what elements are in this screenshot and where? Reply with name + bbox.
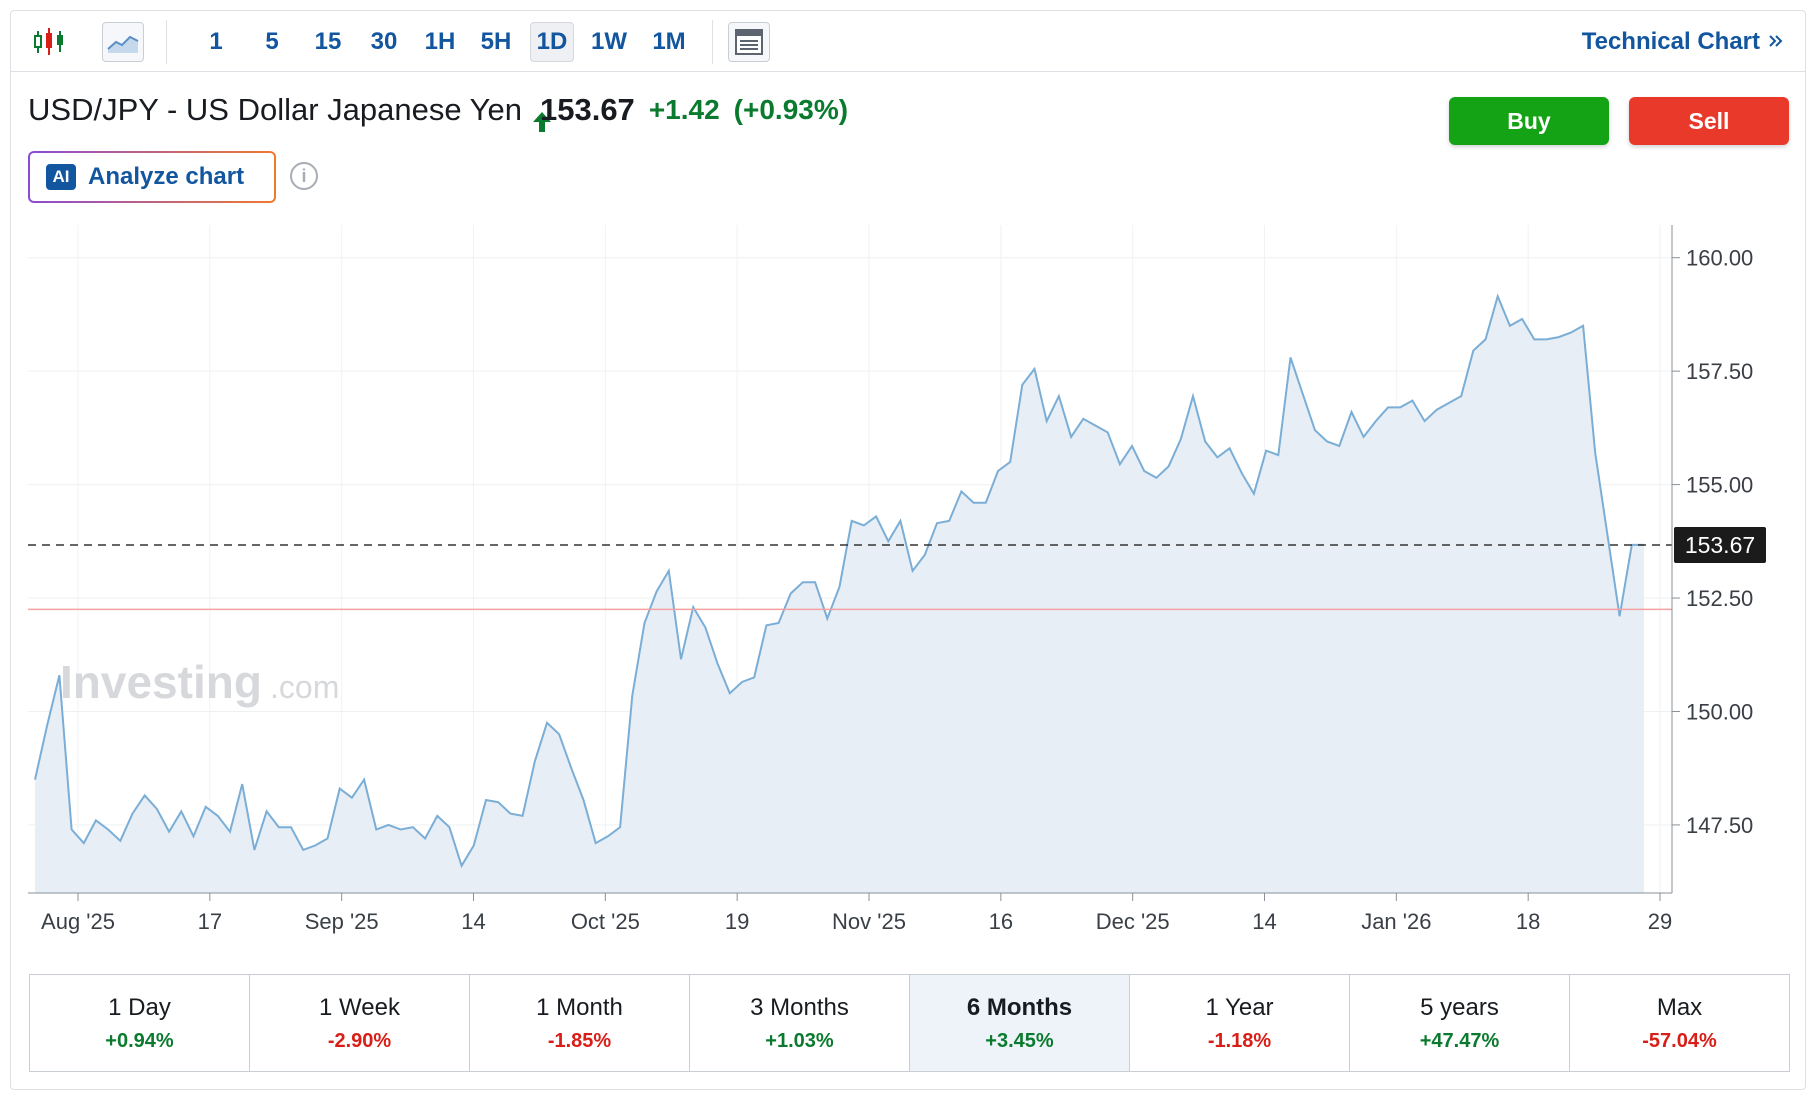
y-tick-label: 152.50 <box>1686 586 1753 611</box>
period-change: -2.90% <box>327 1029 392 1052</box>
x-tick-label: 29 <box>1648 909 1672 934</box>
period-label: 1 Day <box>108 993 171 1021</box>
x-tick-label: Nov '25 <box>832 909 906 934</box>
price-change: +1.42 <box>648 94 720 125</box>
period-1-month[interactable]: 1 Month -1.85% <box>470 975 690 1071</box>
period-change: -1.85% <box>547 1029 612 1052</box>
interval-1m[interactable]: 1M <box>652 28 686 55</box>
period-change: -57.04% <box>1642 1029 1717 1052</box>
interval-5h[interactable]: 5H <box>480 28 512 55</box>
instrument-header: USD/JPY - US Dollar Japanese Yen 153.67 … <box>28 92 849 132</box>
interval-1h[interactable]: 1H <box>424 28 456 55</box>
interval-1w[interactable]: 1W <box>591 28 627 55</box>
ai-badge-icon: AI <box>46 164 76 190</box>
period-label: 1 Year <box>1205 993 1274 1021</box>
chart-toolbar: 1 5 15 30 1H 5H 1D 1W 1M Technical Chart <box>10 10 1806 72</box>
line-chart-icon[interactable] <box>102 22 144 62</box>
period-label: 3 Months <box>750 993 849 1021</box>
x-tick-label: Jan '26 <box>1361 909 1431 934</box>
double-chevron-right-icon <box>1768 28 1784 56</box>
toolbar-divider <box>166 20 167 64</box>
period-max[interactable]: Max -57.04% <box>1570 975 1789 1071</box>
x-tick-label: 18 <box>1516 909 1540 934</box>
layout-icon[interactable] <box>728 22 770 62</box>
y-tick-label: 155.00 <box>1686 473 1753 498</box>
current-price-tag-text: 153.67 <box>1685 532 1755 558</box>
info-icon[interactable]: i <box>290 162 318 190</box>
widget-frame <box>10 10 1806 1090</box>
watermark-suffix: .com <box>270 669 339 705</box>
toolbar-divider <box>712 20 713 64</box>
x-tick-label: 16 <box>989 909 1013 934</box>
x-tick-label: Sep '25 <box>305 909 379 934</box>
x-tick-label: 17 <box>198 909 222 934</box>
technical-chart-label: Technical Chart <box>1581 28 1760 55</box>
interval-30[interactable]: 30 <box>370 28 398 55</box>
period-change: +47.47% <box>1419 1029 1500 1052</box>
period-change: +3.45% <box>985 1029 1054 1052</box>
y-tick-label: 160.00 <box>1686 246 1753 271</box>
period-change: +1.03% <box>765 1029 834 1052</box>
y-axis: 147.50 150.00 152.50 155.00 157.50 160.00 <box>28 225 1753 894</box>
buy-button[interactable]: Buy <box>1449 97 1609 145</box>
y-tick-label: 147.50 <box>1686 813 1753 838</box>
period-5-years[interactable]: 5 years +47.47% <box>1350 975 1570 1071</box>
sell-button[interactable]: Sell <box>1629 97 1789 145</box>
current-price-tag-bg <box>1674 526 1766 563</box>
price-change-percent: (+0.93%) <box>733 94 849 125</box>
period-1-day[interactable]: 1 Day +0.94% <box>30 975 250 1071</box>
period-label: Max <box>1656 993 1703 1021</box>
period-6-months[interactable]: 6 Months +3.45% <box>910 975 1130 1071</box>
x-axis: Aug '25 17 Sep '25 14 Oct '25 19 Nov '25 16 Dec … <box>41 893 1672 934</box>
price-line <box>34 293 1644 869</box>
interval-1[interactable]: 1 <box>209 28 223 55</box>
period-label: 1 Month <box>536 993 623 1021</box>
investing-watermark: Investing .com <box>60 656 339 708</box>
period-change: -1.18% <box>1207 1029 1272 1052</box>
technical-chart-link[interactable]: Technical Chart <box>1582 28 1784 56</box>
y-tick-label: 157.50 <box>1686 359 1753 384</box>
interval-5[interactable]: 5 <box>265 28 279 55</box>
period-selector: 1 Day +0.94% 1 Week -2.90% 1 Month -1.85% 3 Mo… <box>29 974 1790 1072</box>
analyze-chart-button[interactable]: AI Analyze chart <box>28 151 276 203</box>
last-price: 153.67 <box>539 92 635 127</box>
period-label: 1 Week <box>319 993 400 1021</box>
x-tick-label: 14 <box>1252 909 1276 934</box>
current-price-tag: 153.67 <box>1674 526 1766 563</box>
interval-1d[interactable]: 1D <box>530 22 574 62</box>
interval-15[interactable]: 15 <box>314 28 342 55</box>
x-tick-label: Oct '25 <box>571 909 640 934</box>
x-tick-label: Dec '25 <box>1096 909 1170 934</box>
price-area-fill <box>35 296 1644 893</box>
y-tick-label: 150.00 <box>1686 699 1753 724</box>
candlestick-icon[interactable] <box>28 22 70 62</box>
x-tick-label: Aug '25 <box>41 909 115 934</box>
period-1-week[interactable]: 1 Week -2.90% <box>250 975 470 1071</box>
period-1-year[interactable]: 1 Year -1.18% <box>1130 975 1350 1071</box>
x-tick-label: 19 <box>725 909 749 934</box>
price-chart[interactable]: Investing .com 147.50150.00152.50155.001… <box>0 225 1818 945</box>
period-label: 5 years <box>1420 993 1499 1021</box>
period-3-months[interactable]: 3 Months +1.03% <box>690 975 910 1071</box>
instrument-name: USD/JPY - US Dollar Japanese Yen <box>28 92 522 127</box>
x-tick-label: 14 <box>461 909 485 934</box>
period-label: 6 Months <box>966 993 1073 1021</box>
analyze-chart-label: Analyze chart <box>88 163 245 190</box>
period-change: +0.94% <box>105 1029 174 1052</box>
watermark-brand: Investing <box>60 656 262 708</box>
